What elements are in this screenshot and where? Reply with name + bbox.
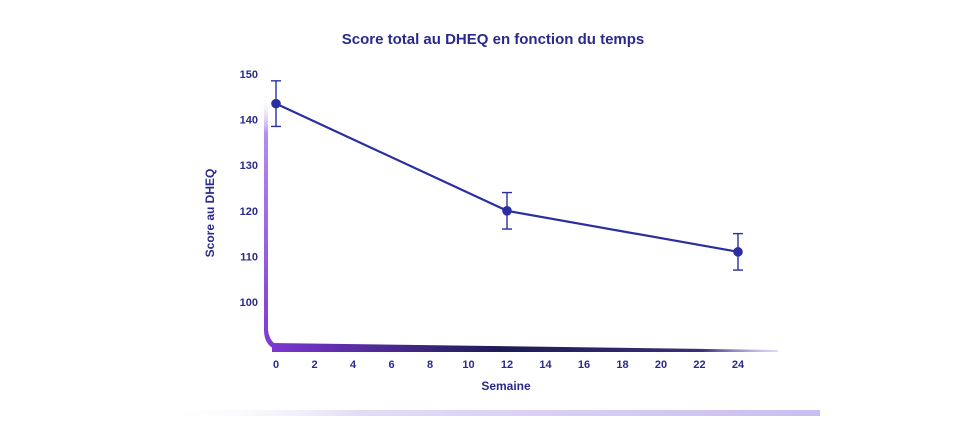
y-axis-label: Score au DHEQ (203, 169, 217, 258)
x-tick-label: 10 (462, 359, 474, 371)
x-tick-label: 18 (616, 359, 628, 371)
y-tick-label: 140 (240, 115, 258, 127)
x-tick-label: 6 (388, 359, 394, 371)
x-tick-label: 14 (539, 359, 552, 371)
x-tick-label: 8 (427, 359, 433, 371)
x-tick-label: 20 (655, 359, 667, 371)
chart-title: Score total au DHEQ en fonction du temps (342, 31, 645, 48)
x-tick-label: 24 (732, 359, 745, 371)
x-tick-label: 4 (350, 359, 357, 371)
data-point (733, 247, 743, 257)
x-tick-label: 0 (273, 359, 279, 371)
axes (160, 95, 820, 416)
y-axis-line (264, 95, 290, 352)
y-tick-label: 100 (240, 297, 258, 309)
data-point (271, 98, 281, 109)
data-point (502, 206, 512, 216)
bottom-decoration (160, 410, 820, 416)
y-ticks: 100 110 120 130 140 150 (240, 69, 258, 309)
y-tick-label: 130 (240, 160, 258, 172)
y-tick-label: 120 (240, 206, 258, 218)
x-ticks: 0 2 4 6 8 10 12 14 16 18 20 22 24 (273, 359, 745, 371)
x-tick-label: 22 (693, 359, 705, 371)
x-axis-label: Semaine (481, 379, 531, 393)
x-tick-label: 16 (578, 359, 590, 371)
x-tick-label: 2 (311, 359, 317, 371)
x-axis-line (272, 343, 778, 352)
y-tick-label: 150 (240, 69, 258, 81)
y-tick-label: 110 (240, 251, 258, 263)
x-tick-label: 12 (501, 359, 513, 371)
series-layer (271, 80, 743, 271)
